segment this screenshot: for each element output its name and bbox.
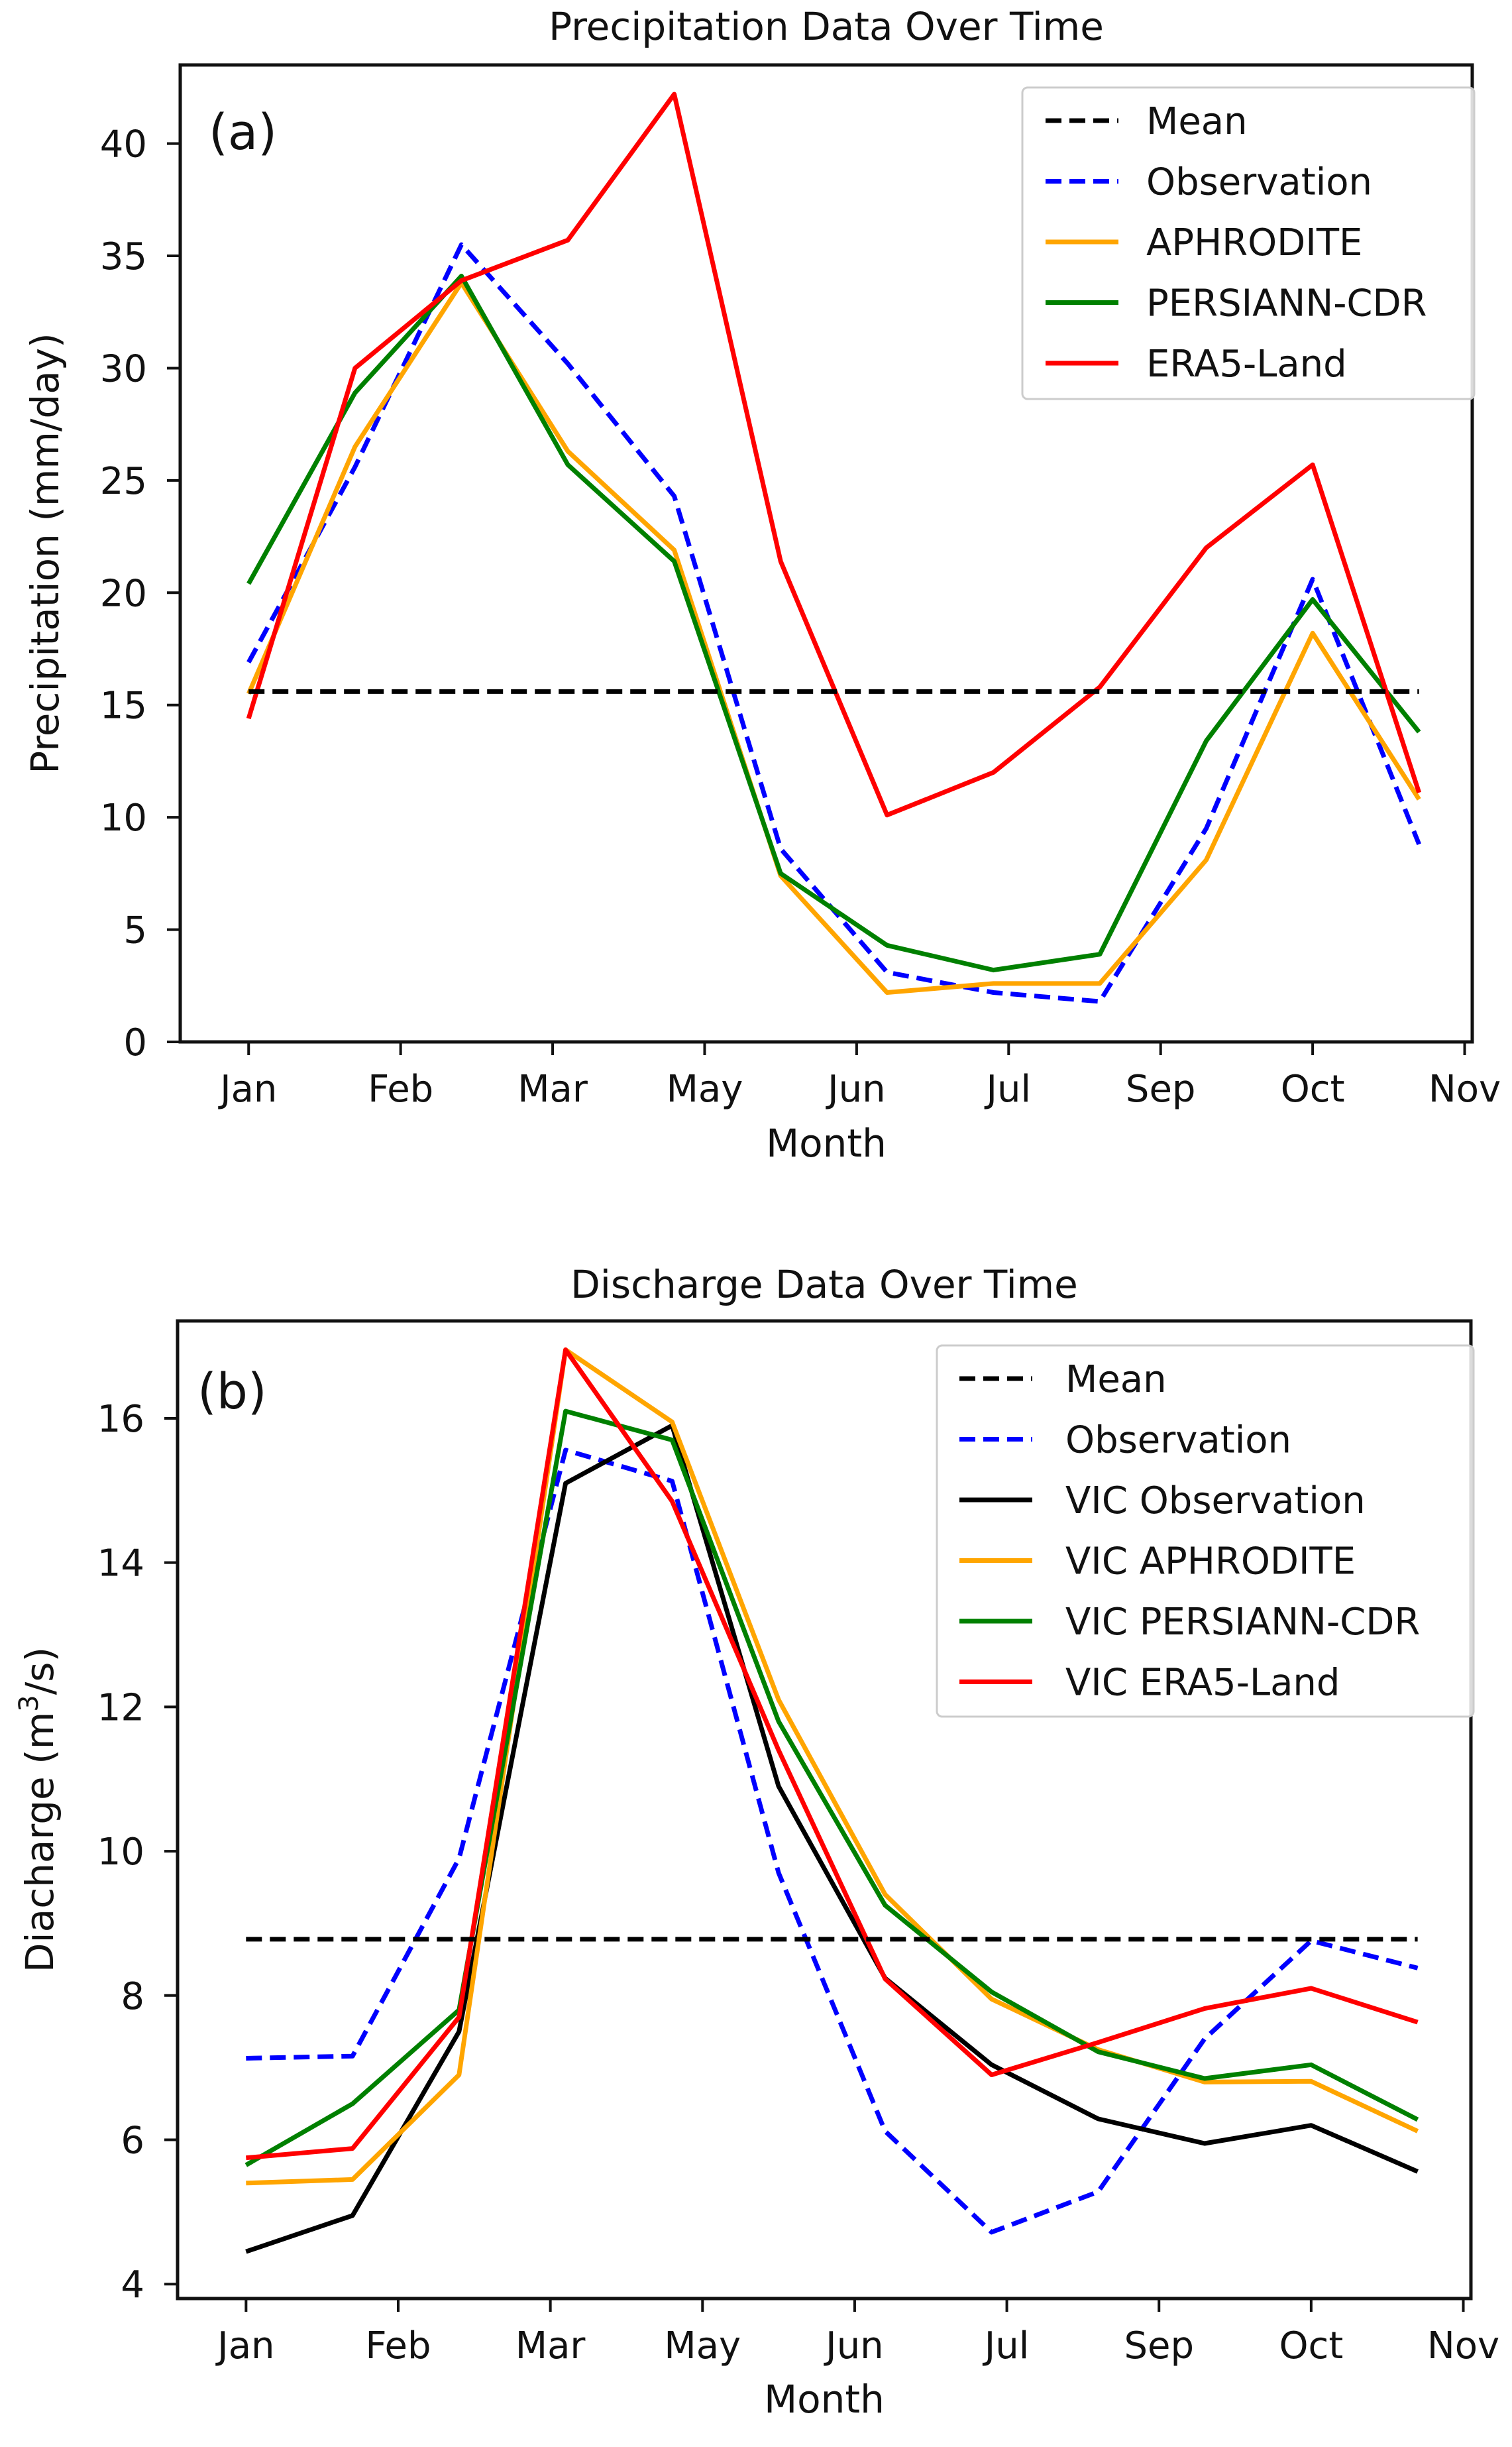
legend-label-vic-persiann-cdr: VIC PERSIANN-CDR	[1065, 1601, 1420, 1644]
x-tick-label: Jul	[983, 2324, 1030, 2367]
x-axis-label: Month	[766, 1121, 887, 1166]
chart-title: Precipitation Data Over Time	[549, 4, 1104, 49]
x-tick-label: Nov	[1427, 2324, 1499, 2367]
legend-label-persiann-cdr: PERSIANN-CDR	[1146, 282, 1427, 325]
series-line-vic-aphrodite	[246, 1347, 1419, 2186]
legend-box	[1021, 86, 1476, 400]
chart-title: Discharge Data Over Time	[570, 1262, 1078, 1307]
y-tick-label: 14	[97, 1542, 144, 1585]
y-tick-label: 10	[97, 1831, 144, 1874]
x-tick-label: Oct	[1281, 1068, 1345, 1111]
legend-label-mean: Mean	[1146, 100, 1248, 143]
legend-label-vic-era5-land: VIC ERA5-Land	[1065, 1662, 1340, 1705]
x-tick-label: Jan	[215, 2324, 274, 2367]
series-line-vic-observation	[245, 1423, 1419, 2254]
y-tick-label: 25	[100, 460, 147, 503]
x-tick-label: Jun	[824, 2324, 884, 2367]
y-tick-label: 6	[121, 2120, 144, 2163]
x-tick-label: Nov	[1429, 1068, 1501, 1111]
y-tick-label: 15	[100, 685, 147, 728]
series-line-vic-persiann-cdr	[244, 1408, 1419, 2167]
x-tick-label: Sep	[1126, 1068, 1196, 1111]
y-tick-label: 5	[123, 909, 147, 952]
x-tick-label: Mar	[515, 2324, 586, 2367]
y-tick-label: 12	[97, 1686, 144, 1729]
x-tick-label: Sep	[1124, 2324, 1194, 2367]
x-tick-label: Oct	[1279, 2324, 1343, 2367]
x-tick-label: Jun	[826, 1068, 886, 1111]
y-axis-label: Diacharge (m3/s)	[14, 1647, 62, 1972]
discharge-chart-panel: Discharge Data Over Time 4 6 8 10 12 14 16 Jan Fe…	[14, 1262, 1499, 2422]
x-tick-label: May	[664, 2324, 741, 2367]
y-tick-label: 35	[100, 235, 147, 278]
plot-frame	[178, 63, 1474, 1044]
x-tick-label: Jul	[985, 1068, 1032, 1111]
series-line-vic-era5-land	[245, 1347, 1419, 2161]
plot-frame	[176, 1319, 1473, 2301]
y-tick-label: 8	[121, 1975, 144, 2018]
y-tick-label: 10	[100, 797, 147, 840]
panel-label: (b)	[197, 1363, 267, 1420]
legend-label-vic-aphrodite: VIC APHRODITE	[1065, 1540, 1356, 1583]
y-tick-label: 4	[121, 2263, 144, 2306]
legend-label-observation: Observation	[1065, 1419, 1291, 1462]
x-tick-label: Mar	[517, 1068, 588, 1111]
legend-label-observation: Observation	[1146, 161, 1372, 204]
precipitation-chart-panel: Precipitation Data Over Time 0 5 10 15 20 25 30…	[23, 4, 1501, 1166]
legend-box	[936, 1344, 1475, 1718]
y-axis-label: Precipitation (mm/day)	[23, 333, 68, 773]
x-tick-label: Feb	[368, 1068, 433, 1111]
series-line-aphrodite	[246, 280, 1421, 995]
series-line-observation	[246, 1448, 1419, 2235]
y-tick-label: 0	[123, 1021, 147, 1064]
legend-label-vic-observation: VIC Observation	[1065, 1479, 1366, 1522]
legend-label-mean: Mean	[1065, 1358, 1167, 1401]
y-tick-label: 30	[100, 347, 147, 390]
y-tick-label: 16	[97, 1398, 144, 1441]
x-tick-label: May	[667, 1068, 743, 1111]
legend-label-era5-land: ERA5-Land	[1146, 343, 1347, 386]
x-tick-label: Jan	[218, 1068, 277, 1111]
x-tick-label: Feb	[365, 2324, 431, 2367]
y-tick-label: 20	[100, 572, 147, 615]
x-axis-label: Month	[764, 2377, 885, 2422]
y-tick-label: 40	[100, 123, 147, 166]
legend-label-aphrodite: APHRODITE	[1146, 221, 1362, 264]
series-line-era5-land	[246, 91, 1422, 818]
panel-label: (a)	[209, 104, 277, 161]
